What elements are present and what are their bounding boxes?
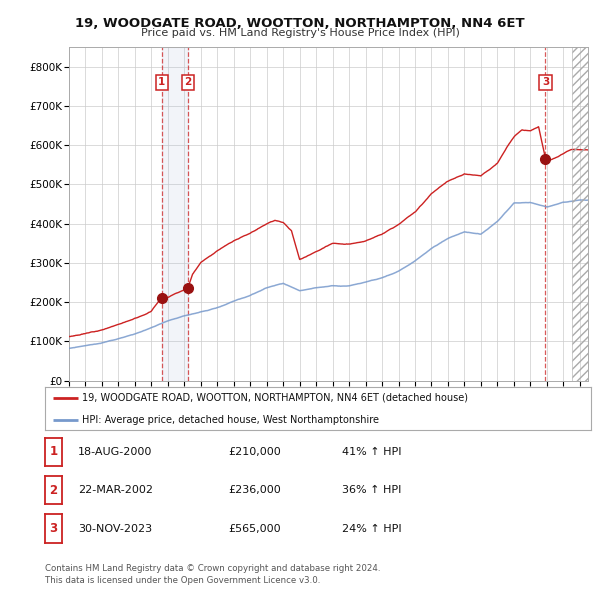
Text: 30-NOV-2023: 30-NOV-2023 [78,524,152,533]
Text: 19, WOODGATE ROAD, WOOTTON, NORTHAMPTON, NN4 6ET: 19, WOODGATE ROAD, WOOTTON, NORTHAMPTON,… [75,17,525,30]
Text: £210,000: £210,000 [228,447,281,457]
Text: 2: 2 [49,484,58,497]
Text: 24% ↑ HPI: 24% ↑ HPI [342,524,401,533]
Text: 1: 1 [158,77,166,87]
Text: Price paid vs. HM Land Registry's House Price Index (HPI): Price paid vs. HM Land Registry's House … [140,28,460,38]
Text: 3: 3 [49,522,58,535]
Text: 19, WOODGATE ROAD, WOOTTON, NORTHAMPTON, NN4 6ET (detached house): 19, WOODGATE ROAD, WOOTTON, NORTHAMPTON,… [82,393,468,402]
Text: £565,000: £565,000 [228,524,281,533]
Bar [162,47,188,381]
Text: £236,000: £236,000 [228,486,281,495]
Text: Contains HM Land Registry data © Crown copyright and database right 2024.
This d: Contains HM Land Registry data © Crown c… [45,565,380,585]
Text: 2: 2 [184,77,191,87]
Text: 18-AUG-2000: 18-AUG-2000 [78,447,152,457]
Text: 22-MAR-2002: 22-MAR-2002 [78,486,153,495]
Text: 36% ↑ HPI: 36% ↑ HPI [342,486,401,495]
Text: HPI: Average price, detached house, West Northamptonshire: HPI: Average price, detached house, West… [82,415,379,425]
Text: 41% ↑ HPI: 41% ↑ HPI [342,447,401,457]
Text: 1: 1 [49,445,58,458]
Text: 3: 3 [542,77,549,87]
